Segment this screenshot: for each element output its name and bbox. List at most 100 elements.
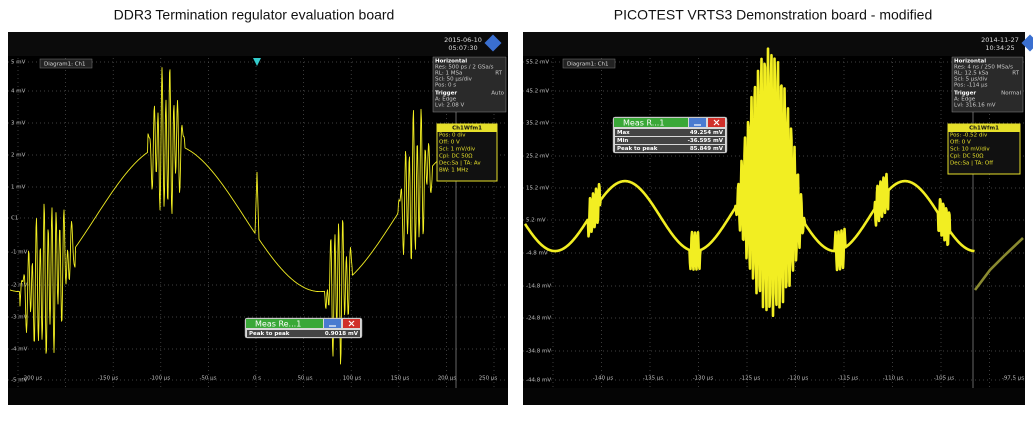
x-tick-label: -110 µs — [883, 376, 904, 382]
y-tick-label: -34.8 mV — [526, 349, 551, 355]
y-tick-label: 15.2 mV — [526, 186, 549, 192]
diagram-tab — [562, 58, 616, 69]
diagram-tab — [39, 58, 93, 69]
channel-header — [948, 124, 1020, 132]
x-tick-label: 150 µs — [391, 376, 410, 382]
y-tick-label: -4.8 mV — [526, 251, 548, 257]
channel-info: Dec:Sa | TA: Av — [439, 161, 481, 167]
x-tick-label: -100 µs — [150, 376, 171, 382]
y-tick-label: -44.8 mV — [526, 378, 551, 384]
panel-title: PICOTEST VRTS3 Demonstration board - mod… — [614, 7, 933, 23]
y-tick-label: 25.2 mV — [526, 154, 549, 160]
top-bar — [523, 32, 1025, 56]
horizontal-panel — [951, 56, 1024, 113]
meas-row — [615, 129, 725, 136]
meas-name: Min — [617, 138, 628, 144]
x-tick-label: -115 µs — [838, 376, 859, 382]
horizontal-info: RL: 12.5 kSa — [954, 71, 989, 77]
trigger-mode: Normal — [1001, 91, 1021, 97]
meas-name: Peak to peak — [249, 331, 290, 337]
y-tick-label: 1 mV — [11, 185, 26, 191]
y-tick-label: 5 mV — [11, 60, 26, 66]
x-tick-label: -125 µs — [740, 376, 761, 382]
waveform-tail — [973, 237, 1024, 291]
date: 2015-06-10 — [444, 36, 482, 44]
channel-info: Dec:Sa | TA: Off — [950, 161, 993, 167]
channel-info: Scl: 1 mV/div — [439, 147, 476, 153]
x-tick-label: -130 µs — [693, 376, 714, 382]
trigger-mode: Auto — [491, 91, 504, 97]
x-tick-label: -50 µs — [199, 376, 216, 382]
x-tick-label: -105 µs — [934, 376, 955, 382]
y-tick-label: 35.2 mV — [526, 121, 549, 127]
channel-panel — [436, 123, 498, 182]
meas-row — [247, 330, 360, 337]
date: 2014-11-27 — [981, 36, 1019, 44]
bottom-bar — [8, 388, 508, 405]
trigger-title: Trigger — [435, 91, 457, 97]
horizontal-info: Horizontal — [435, 59, 467, 65]
horizontal-panel — [432, 56, 507, 113]
time: 05:07:30 — [448, 44, 477, 52]
x-tick-label: -97.5 µs — [1002, 376, 1024, 382]
horizontal-info: Res: 500 ps / 2 GSa/s — [435, 65, 494, 71]
time: 10:34:25 — [985, 44, 1014, 52]
horizontal-info: Res: 4 ns / 250 MSa/s — [954, 65, 1013, 71]
y-tick-label: -1 mV — [11, 250, 28, 256]
x-tick-label: -200 µs — [22, 376, 43, 382]
meas-value: 49.254 mV — [690, 130, 724, 136]
horizontal-info: Pos: 0 s — [435, 83, 456, 89]
y-tick-label: 55.2 mV — [526, 60, 549, 66]
y-tick-label: -3 mV — [11, 315, 28, 321]
x-tick-label: -120 µs — [788, 376, 809, 382]
meas-header — [246, 319, 323, 328]
y-tick-label: -24.8 mV — [526, 316, 551, 322]
trigger-info: A: Edge — [435, 97, 457, 103]
x-tick-label: 250 µs — [479, 376, 498, 382]
horizontal-info: Scl: 5 µs/div — [954, 77, 988, 83]
x-tick-label: 200 µs — [438, 376, 457, 382]
meas-name: Peak to peak — [617, 146, 658, 152]
close-icon — [713, 119, 720, 126]
rt-label: RT — [495, 71, 502, 77]
minimize-button[interactable] — [689, 118, 706, 127]
horizontal-info: Horizontal — [954, 59, 986, 65]
y-tick-label: -4 mV — [11, 347, 28, 353]
x-tick-label: -140 µs — [593, 376, 614, 382]
meas-row — [615, 137, 725, 144]
channel-info: Pos: -0.52 div — [950, 133, 988, 139]
channel-info: Off: 0 V — [439, 140, 460, 146]
y-tick-label: 3 mV — [11, 121, 26, 127]
meas-name: Max — [617, 130, 630, 136]
trigger-title: Trigger — [954, 91, 976, 97]
x-tick-label: -150 µs — [98, 376, 119, 382]
rt-label: RT — [1012, 71, 1019, 77]
channel-info: Pos: 0 div — [439, 133, 466, 139]
x-tick-label: 100 µs — [343, 376, 362, 382]
channel-info: Scl: 10 mV/div — [950, 147, 990, 153]
diagram-label: Diagram1: Ch1 — [567, 62, 609, 68]
y-tick-label: 2 mV — [11, 153, 26, 159]
channel-info: Cpl: DC 50Ω — [439, 154, 473, 160]
trigger-info: Lvl: 316.16 mV — [954, 103, 996, 109]
meas-title: Meas R...1 — [623, 119, 664, 128]
x-tick-label: 50 µs — [297, 376, 312, 382]
meas-title: Meas Re...1 — [255, 320, 301, 329]
horizontal-info: Scl: 50 µs/div — [435, 77, 473, 83]
y-tick-label: -2 mV — [11, 283, 28, 289]
bottom-bar — [523, 388, 1025, 405]
waveform — [9, 67, 448, 365]
meas-header — [614, 118, 688, 127]
meas-value: -36.595 mV — [688, 138, 724, 144]
channel-info: Cpl: DC 50Ω — [950, 154, 984, 160]
channel-info: Off: 0 V — [950, 140, 971, 146]
y-tick-label: -14.8 mV — [526, 284, 551, 290]
trigger-info: A: Edge — [954, 97, 976, 103]
channel-info: BW: 1 MHz — [439, 168, 468, 174]
horizontal-info: Pos: -114 µs — [954, 83, 988, 89]
horizontal-info: RL: 1 MSa — [435, 71, 462, 77]
minimize-button[interactable] — [324, 319, 341, 328]
diagram-label: Diagram1: Ch1 — [44, 62, 86, 68]
waveform — [523, 47, 976, 317]
meas-row — [615, 145, 725, 152]
